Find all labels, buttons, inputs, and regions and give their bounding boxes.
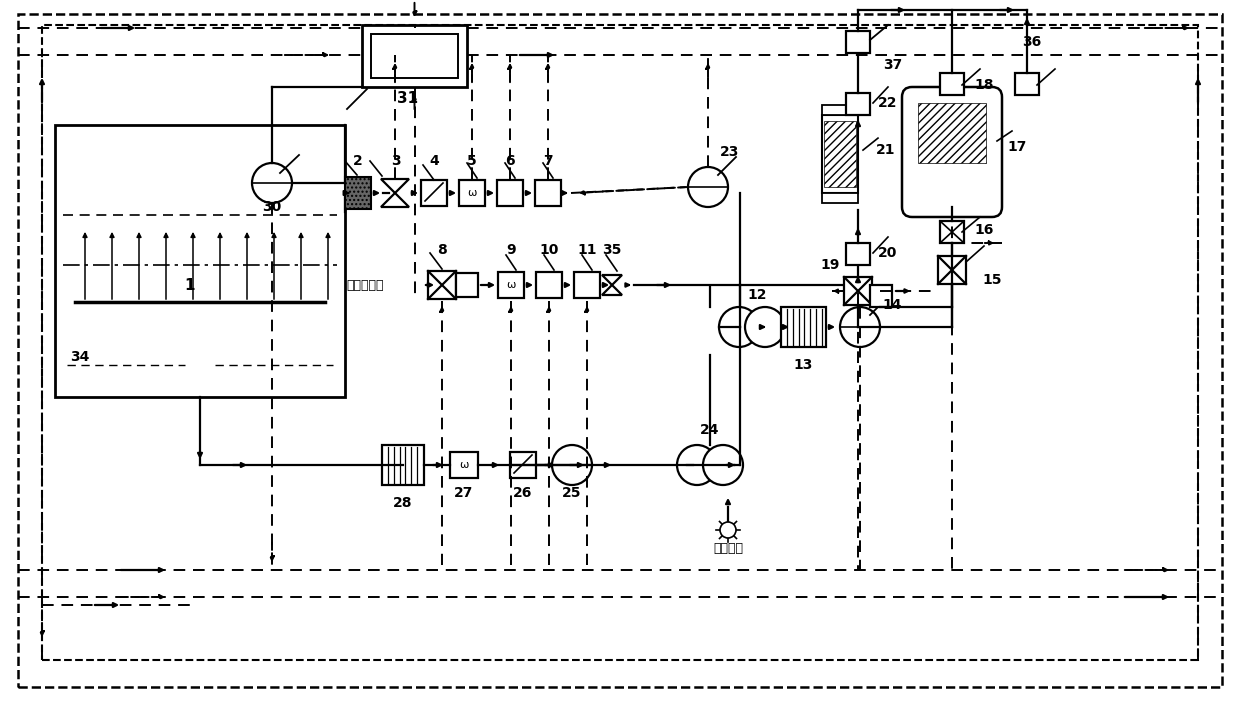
Text: 18: 18	[975, 78, 993, 92]
Text: 22: 22	[878, 96, 898, 110]
Text: 7: 7	[543, 154, 553, 168]
Text: 25: 25	[562, 486, 582, 500]
Text: 24: 24	[701, 423, 719, 437]
Bar	[937, 256, 966, 284]
Bar	[822, 115, 858, 193]
Polygon shape	[601, 275, 622, 285]
Bar	[940, 73, 963, 95]
Bar	[382, 445, 424, 485]
Text: 10: 10	[539, 243, 559, 257]
Text: 8: 8	[438, 243, 446, 257]
Bar	[846, 93, 870, 115]
Text: 19: 19	[821, 258, 839, 272]
FancyBboxPatch shape	[901, 87, 1002, 217]
Bar	[55, 125, 345, 397]
Circle shape	[745, 307, 785, 347]
Text: 23: 23	[720, 145, 740, 159]
Bar	[428, 271, 456, 299]
Bar	[362, 25, 467, 87]
Text: 21: 21	[877, 143, 895, 157]
Circle shape	[720, 522, 737, 538]
Text: 16: 16	[975, 223, 993, 237]
Text: 1: 1	[185, 277, 195, 292]
Bar	[510, 452, 536, 478]
Bar	[498, 272, 525, 298]
Text: ω: ω	[459, 460, 469, 470]
Bar	[42, 25, 1198, 660]
Text: 28: 28	[393, 496, 413, 510]
Text: 6: 6	[505, 154, 515, 168]
Text: 4: 4	[429, 154, 439, 168]
Bar	[822, 193, 858, 203]
Text: 冲压空气: 冲压空气	[713, 541, 743, 555]
Bar	[497, 180, 523, 206]
Circle shape	[552, 445, 591, 485]
Text: 31: 31	[398, 91, 419, 106]
Bar	[940, 221, 963, 243]
Bar	[844, 277, 872, 305]
Polygon shape	[381, 179, 409, 193]
Text: 3: 3	[391, 154, 401, 168]
Bar	[781, 307, 826, 347]
Bar	[822, 105, 858, 115]
Bar	[846, 31, 870, 53]
Text: 13: 13	[794, 358, 813, 372]
Bar	[870, 285, 892, 307]
Text: 17: 17	[1007, 139, 1027, 154]
Text: 12: 12	[748, 288, 766, 302]
Bar	[456, 273, 477, 297]
Bar	[450, 452, 477, 478]
Text: 15: 15	[982, 273, 1002, 287]
Bar	[459, 180, 485, 206]
Text: 36: 36	[1022, 35, 1042, 49]
Text: 发动机引气: 发动机引气	[346, 279, 383, 292]
Circle shape	[839, 307, 880, 347]
Bar	[422, 180, 446, 206]
Polygon shape	[381, 193, 409, 207]
Circle shape	[677, 445, 717, 485]
Bar	[1016, 73, 1039, 95]
Text: 5: 5	[467, 154, 477, 168]
Text: 37: 37	[883, 58, 903, 72]
Bar	[536, 272, 562, 298]
Text: 2: 2	[353, 154, 363, 168]
Bar	[534, 180, 560, 206]
Text: 30: 30	[263, 200, 281, 214]
Bar	[846, 243, 870, 265]
Text: 11: 11	[578, 243, 596, 257]
Bar	[345, 177, 371, 209]
Text: 26: 26	[513, 486, 533, 500]
Bar	[918, 102, 986, 163]
Bar	[574, 272, 600, 298]
Bar	[371, 34, 458, 78]
Bar	[825, 121, 856, 187]
Text: 9: 9	[506, 243, 516, 257]
Text: 27: 27	[454, 486, 474, 500]
Polygon shape	[601, 285, 622, 295]
Text: 35: 35	[603, 243, 621, 257]
Text: 14: 14	[882, 298, 901, 312]
Text: ω: ω	[506, 280, 516, 290]
Circle shape	[703, 445, 743, 485]
Text: 34: 34	[71, 350, 89, 364]
Text: ω: ω	[467, 188, 476, 198]
Circle shape	[719, 307, 759, 347]
Text: 20: 20	[878, 246, 898, 260]
Circle shape	[688, 167, 728, 207]
Circle shape	[252, 163, 291, 203]
